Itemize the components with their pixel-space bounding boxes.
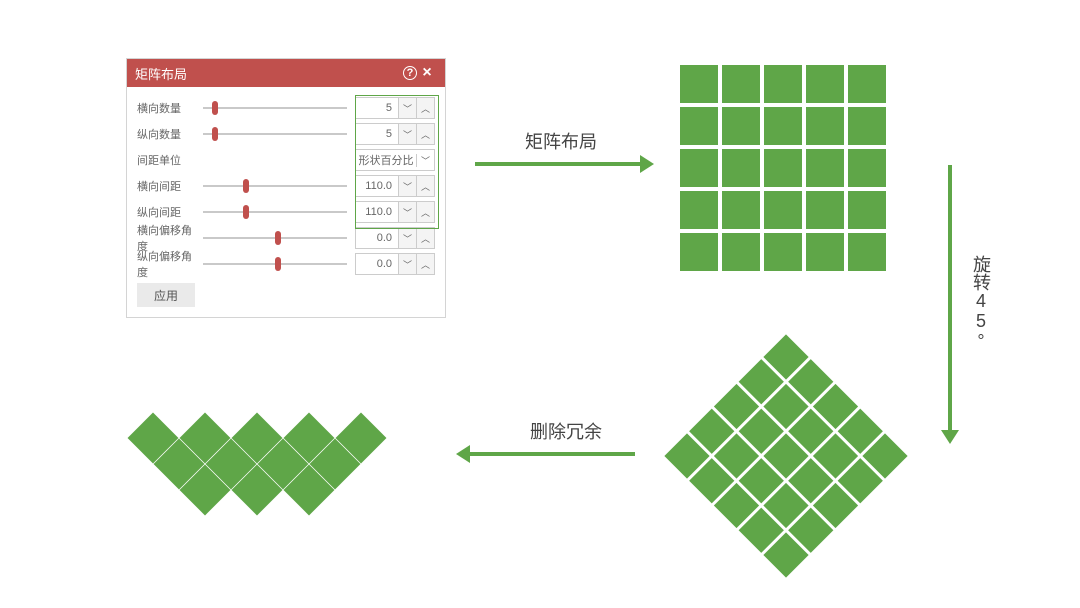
grid-square: [722, 149, 760, 187]
grid-square: [680, 191, 718, 229]
value-spinbox[interactable]: 110.0﹀︿: [355, 175, 435, 197]
grid-square: [848, 65, 886, 103]
grid-square: [764, 65, 802, 103]
spin-down-icon[interactable]: ﹀: [398, 98, 416, 118]
matrix-grid: [680, 65, 886, 271]
spin-down-icon[interactable]: ﹀: [398, 124, 416, 144]
close-icon[interactable]: ×: [417, 64, 437, 82]
panel-body: 横向数量5﹀︿纵向数量5﹀︿间距单位形状百分比﹀横向间距110.0﹀︿纵向间距1…: [127, 87, 445, 317]
slider-thumb[interactable]: [212, 101, 218, 115]
step-label-matrix: 矩阵布局: [525, 128, 597, 154]
grid-square: [806, 233, 844, 271]
spin-up-icon[interactable]: ︿: [416, 98, 434, 118]
param-row: 纵向偏移角度 0.0﹀︿: [137, 251, 435, 277]
spin-down-icon[interactable]: ﹀: [398, 228, 416, 248]
grid-square: [764, 107, 802, 145]
value-spinbox[interactable]: 5﹀︿: [355, 123, 435, 145]
grid-square: [722, 233, 760, 271]
slider-thumb[interactable]: [243, 205, 249, 219]
slider-thumb[interactable]: [212, 127, 218, 141]
spin-up-icon[interactable]: ︿: [416, 176, 434, 196]
chevron-down-icon: ﹀: [416, 154, 434, 167]
grid-square: [806, 65, 844, 103]
grid-square: [848, 149, 886, 187]
spin-value: 0.0: [356, 228, 398, 248]
matrix-layout-panel: 矩阵布局 ? × 横向数量5﹀︿纵向数量5﹀︿间距单位形状百分比﹀横向间距110…: [126, 58, 446, 318]
grid-square: [680, 233, 718, 271]
slider-thumb[interactable]: [275, 257, 281, 271]
grid-square: [680, 149, 718, 187]
grid-square: [848, 233, 886, 271]
help-icon[interactable]: ?: [403, 66, 417, 80]
slider-track[interactable]: [203, 185, 347, 187]
grid-square: [806, 107, 844, 145]
param-row: 纵向数量 5﹀︿: [137, 121, 435, 147]
slider-thumb[interactable]: [243, 179, 249, 193]
param-label: 间距单位: [137, 152, 199, 168]
param-label: 横向间距: [137, 178, 199, 194]
value-spinbox[interactable]: 5﹀︿: [355, 97, 435, 119]
arrow-to-grid: [475, 162, 640, 166]
spin-down-icon[interactable]: ﹀: [398, 176, 416, 196]
spin-value: 5: [356, 98, 398, 118]
unit-select[interactable]: 形状百分比﹀: [355, 149, 435, 171]
slider-track[interactable]: [203, 107, 347, 109]
grid-square: [806, 191, 844, 229]
grid-square: [722, 191, 760, 229]
grid-square: [680, 65, 718, 103]
value-spinbox[interactable]: 0.0﹀︿: [355, 253, 435, 275]
param-row: 间距单位 形状百分比﹀: [137, 147, 435, 173]
grid-square: [764, 149, 802, 187]
spin-up-icon[interactable]: ︿: [416, 124, 434, 144]
arrow-delete: [470, 452, 635, 456]
step-label-rotate: 旋转45°: [968, 255, 994, 351]
param-label: 纵向间距: [137, 204, 199, 220]
spin-up-icon[interactable]: ︿: [416, 254, 434, 274]
grid-square: [806, 149, 844, 187]
value-spinbox[interactable]: 0.0﹀︿: [355, 227, 435, 249]
spin-up-icon[interactable]: ︿: [416, 202, 434, 222]
slider-track[interactable]: [203, 237, 347, 239]
spin-value: 5: [356, 124, 398, 144]
panel-title: 矩阵布局: [135, 64, 403, 83]
slider-track[interactable]: [203, 211, 347, 213]
slider-thumb[interactable]: [275, 231, 281, 245]
slider-track[interactable]: [203, 133, 347, 135]
spin-down-icon[interactable]: ﹀: [398, 254, 416, 274]
grid-square: [764, 191, 802, 229]
spin-value: 0.0: [356, 254, 398, 274]
spin-value: 110.0: [356, 202, 398, 222]
apply-button[interactable]: 应用: [137, 283, 195, 307]
value-spinbox[interactable]: 110.0﹀︿: [355, 201, 435, 223]
grid-square: [848, 191, 886, 229]
arrow-rotate: [948, 165, 952, 430]
grid-square: [722, 107, 760, 145]
param-label: 横向数量: [137, 100, 199, 116]
step-label-delete: 删除冗余: [530, 418, 602, 444]
spin-down-icon[interactable]: ﹀: [398, 202, 416, 222]
grid-square: [680, 107, 718, 145]
param-label: 纵向偏移角度: [137, 248, 199, 280]
grid-square: [764, 233, 802, 271]
grid-square: [722, 65, 760, 103]
rotated-grid: [664, 334, 907, 577]
slider-track[interactable]: [203, 263, 347, 265]
grid-square: [848, 107, 886, 145]
panel-titlebar: 矩阵布局 ? ×: [127, 59, 445, 87]
spin-up-icon[interactable]: ︿: [416, 228, 434, 248]
param-row: 横向数量 5﹀︿: [137, 95, 435, 121]
param-row: 横向间距 110.0﹀︿: [137, 173, 435, 199]
param-label: 纵向数量: [137, 126, 199, 142]
spin-value: 110.0: [356, 176, 398, 196]
